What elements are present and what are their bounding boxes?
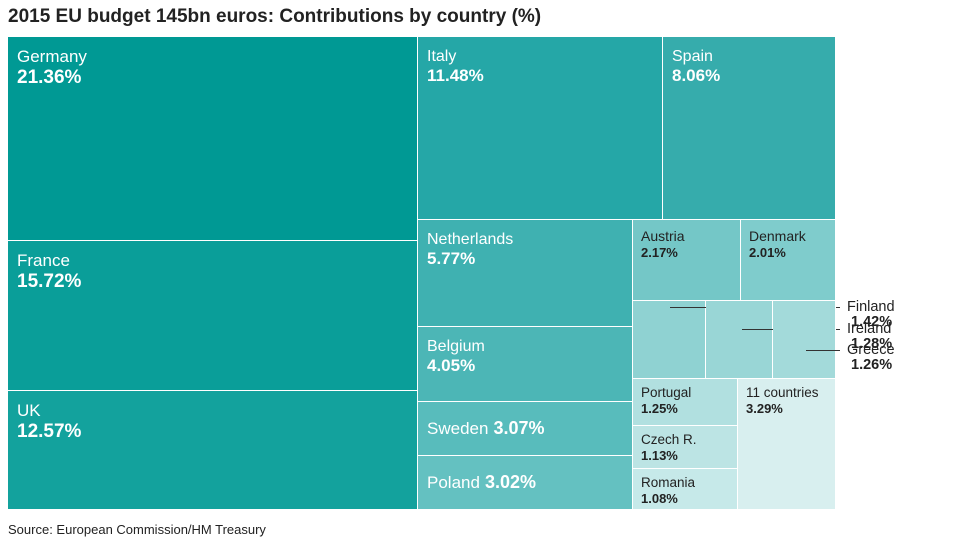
tile-value-denmark: 2.01%	[749, 244, 786, 260]
tile-value-finland: 1.42%	[851, 313, 893, 330]
tile-value-romania: 1.08%	[641, 491, 678, 507]
tile-value-belgium: 4.05%	[427, 356, 476, 376]
tile-label-italy: Italy 11.48%	[427, 47, 484, 87]
tile-label-11-countries: 11 countries 3.29%	[746, 385, 819, 417]
tile-label-spain: Spain 8.06%	[672, 47, 720, 87]
tile-name-netherlands: Netherlands	[427, 231, 514, 248]
tile-value-netherlands: 5.77%	[427, 249, 476, 269]
callout-line-greece	[806, 350, 840, 351]
tile-name-ireland: Ireland	[847, 321, 892, 337]
chart-title: 2015 EU budget 145bn euros: Contribution…	[8, 6, 542, 27]
tile-value-germany: 21.36%	[17, 67, 82, 89]
tile-11-countries: 11 countries 3.29%	[738, 379, 836, 510]
tile-name-austria: Austria	[641, 228, 685, 244]
tile-label-poland: Poland 3.02%	[427, 472, 536, 494]
tile-italy: Italy 11.48%	[418, 37, 663, 220]
tile-name-czech-r: Czech R.	[641, 432, 697, 447]
tile-name-finland: Finland	[847, 299, 895, 315]
tile-name-poland: Poland	[427, 472, 480, 492]
tile-name-italy: Italy	[427, 48, 457, 65]
tile-name-uk: UK	[17, 401, 41, 420]
tile-value-spain: 8.06%	[672, 66, 721, 86]
tile-value-poland: 3.02%	[484, 471, 536, 492]
source-note: Source: European Commission/HM Treasury	[8, 522, 266, 537]
tile-value-czech-r: 1.13%	[641, 448, 678, 464]
tile-value-italy: 11.48%	[427, 66, 484, 86]
tile-value-portugal: 1.25%	[641, 401, 678, 417]
tile-spain: Spain 8.06%	[663, 37, 836, 220]
tile-greece	[773, 301, 836, 379]
tile-label-belgium: Belgium 4.05%	[427, 337, 485, 377]
tile-label-germany: Germany 21.36%	[17, 47, 87, 90]
tile-name-11-countries: 11 countries	[746, 385, 819, 400]
tile-austria: Austria 2.17%	[633, 220, 741, 301]
tile-france: France 15.72%	[8, 241, 418, 391]
tile-value-austria: 2.17%	[641, 244, 678, 260]
tile-name-portugal: Portugal	[641, 385, 692, 400]
tile-value-uk: 12.57%	[17, 421, 82, 443]
tile-value-ireland: 1.28%	[851, 335, 893, 352]
tile-romania: Romania 1.08%	[633, 469, 738, 510]
tile-name-belgium: Belgium	[427, 338, 485, 355]
tile-label-denmark: Denmark 2.01%	[749, 228, 806, 260]
tile-denmark: Denmark 2.01%	[741, 220, 836, 301]
tile-czech-r: Czech R. 1.13%	[633, 426, 738, 469]
tile-label-france: France 15.72%	[17, 251, 81, 294]
tile-label-uk: UK 12.57%	[17, 401, 81, 444]
tile-name-sweden: Sweden	[427, 418, 489, 438]
tile-label-portugal: Portugal 1.25%	[641, 385, 691, 417]
tile-name-germany: Germany	[17, 47, 87, 66]
tile-netherlands: Netherlands 5.77%	[418, 220, 633, 327]
tile-label-sweden: Sweden 3.07%	[427, 418, 544, 440]
tile-name-romania: Romania	[641, 475, 696, 490]
tile-sweden: Sweden 3.07%	[418, 402, 633, 456]
tile-germany: Germany 21.36%	[8, 37, 418, 241]
tile-label-austria: Austria 2.17%	[641, 228, 685, 260]
tile-name-denmark: Denmark	[749, 228, 806, 244]
tile-finland	[633, 301, 706, 379]
tile-name-france: France	[17, 251, 70, 270]
tile-value-france: 15.72%	[17, 271, 82, 293]
tile-name-spain: Spain	[672, 48, 713, 65]
tile-label-netherlands: Netherlands 5.77%	[427, 230, 513, 270]
tile-label-czech-r: Czech R. 1.13%	[641, 432, 697, 464]
tile-portugal: Portugal 1.25%	[633, 379, 738, 426]
tile-value-greece: 1.26%	[851, 356, 893, 373]
tile-label-romania: Romania 1.08%	[641, 475, 695, 507]
tile-value-sweden: 3.07%	[493, 417, 545, 438]
tile-ireland	[706, 301, 773, 379]
callout-label-finland: Finland 1.42%	[847, 300, 895, 329]
tile-name-greece: Greece	[847, 342, 895, 358]
tile-belgium: Belgium 4.05%	[418, 327, 633, 402]
callout-label-ireland: Ireland 1.28%	[847, 322, 892, 351]
tile-uk: UK 12.57%	[8, 391, 418, 510]
tile-poland: Poland 3.02%	[418, 456, 633, 510]
tile-value-11-countries: 3.29%	[746, 401, 783, 417]
callout-label-greece: Greece 1.26%	[847, 343, 895, 372]
